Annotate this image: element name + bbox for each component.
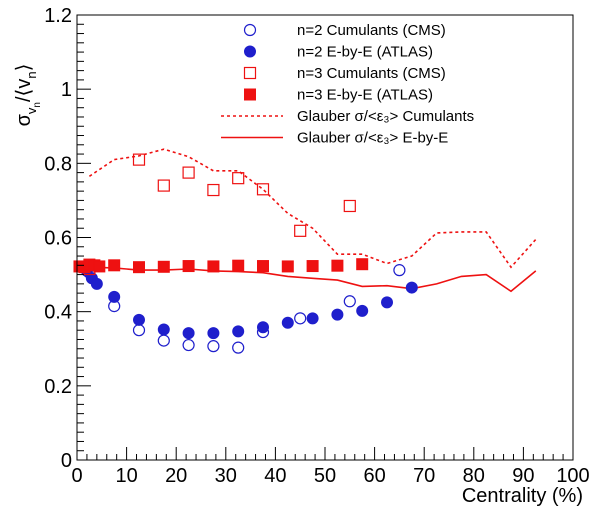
x-tick-label: 20 (165, 465, 187, 487)
series-square-filled (73, 258, 369, 274)
data-point-filled-square (257, 260, 269, 273)
data-point-filled-square (232, 259, 245, 272)
x-tick-label: 30 (215, 465, 237, 487)
data-point-open-circle (232, 341, 245, 354)
data-point-open-circle (182, 338, 195, 352)
plot-area (73, 148, 537, 354)
data-point-filled-square (306, 260, 319, 273)
x-tick-label: 90 (512, 465, 534, 487)
x-tick-label: 80 (463, 465, 485, 487)
data-point-filled-square (244, 88, 256, 101)
data-point-open-square (294, 224, 307, 237)
x-tick-label: 10 (115, 465, 137, 487)
data-point-filled-circle (90, 277, 103, 290)
data-point-filled-circle (232, 325, 245, 338)
data-point-filled-circle (133, 313, 145, 326)
y-tick-label: 1 (61, 79, 72, 101)
glauber-cumulants-line (88, 148, 537, 269)
data-point-open-square (157, 179, 170, 192)
data-point-open-circle (343, 295, 356, 308)
data-point-filled-circle (356, 304, 369, 317)
data-point-filled-circle (207, 327, 220, 340)
data-point-filled-square (133, 261, 145, 274)
legend-label: n=3 E-by-E (ATLAS) (297, 87, 433, 104)
legend-entry: n=2 E-by-E (ATLAS) (244, 44, 433, 61)
data-point-filled-square (93, 260, 106, 273)
legend-entry: Glauber σ/<ε₃> E-by-E (221, 130, 448, 147)
y-tick-label: 1.2 (44, 5, 72, 27)
y-tick-label: 0.8 (44, 153, 72, 175)
data-point-open-square (207, 183, 220, 197)
data-point-filled-circle (306, 312, 319, 325)
data-point-filled-circle (281, 316, 294, 329)
legend-label: Glauber σ/<ε₃> E-by-E (297, 130, 448, 147)
data-point-open-square (343, 199, 356, 213)
y-tick-label: 0.4 (44, 302, 72, 324)
legend-entry: n=3 Cumulants (CMS) (243, 65, 446, 82)
data-point-filled-circle (331, 308, 344, 321)
data-point-filled-square (281, 260, 294, 273)
legend-entry: Glauber σ/<ε₃> Cumulants (221, 108, 474, 125)
data-point-filled-square (182, 260, 195, 273)
data-point-filled-circle (182, 327, 195, 340)
x-tick-label: 40 (264, 465, 286, 487)
x-tick-label: 0 (71, 465, 82, 487)
data-point-open-square (256, 183, 270, 196)
data-point-open-circle (393, 264, 406, 277)
legend-label: n=2 E-by-E (ATLAS) (297, 44, 433, 61)
legend-entry: n=2 Cumulants (CMS) (243, 22, 446, 39)
legend-entry: n=3 E-by-E (ATLAS) (244, 87, 433, 104)
data-point-open-circle (294, 312, 307, 325)
data-point-filled-square (356, 258, 369, 271)
data-point-filled-circle (108, 290, 121, 303)
data-point-filled-circle (244, 45, 256, 58)
y-tick-label: 0 (61, 450, 72, 472)
axes: 0 10 20 30 40 50 60 70 80 90 100 0 0.2 0.4 0.6 0.8 1 1.2 (44, 5, 590, 487)
x-tick-label: 100 (556, 465, 589, 487)
data-point-filled-circle (381, 296, 393, 309)
y-tick-label: 0.6 (44, 228, 72, 250)
data-point-open-square (182, 166, 195, 179)
data-point-open-square (232, 172, 245, 185)
data-point-open-square (132, 153, 146, 166)
data-point-filled-square (331, 259, 344, 272)
data-point-filled-circle (157, 323, 170, 336)
data-point-filled-circle (257, 321, 269, 334)
legend-label: Glauber σ/<ε₃> Cumulants (297, 108, 474, 125)
data-point-open-circle (207, 340, 220, 353)
legend-label: n=3 Cumulants (CMS) (297, 65, 446, 82)
x-tick-label: 60 (363, 465, 385, 487)
x-tick-label: 50 (314, 465, 336, 487)
x-tick-label: 70 (413, 465, 435, 487)
data-point-filled-circle (405, 281, 418, 294)
data-point-open-circle (243, 23, 257, 37)
data-point-filled-square (157, 260, 170, 273)
legend: n=2 Cumulants (CMS) n=2 E-by-E (ATLAS) n=3… (221, 22, 474, 147)
data-point-filled-square (108, 259, 121, 272)
legend-label: n=2 Cumulants (CMS) (297, 22, 446, 39)
data-point-open-square (243, 66, 257, 80)
data-point-filled-square (207, 260, 220, 273)
x-axis-title: Centrality (%) (462, 485, 583, 507)
y-tick-label: 0.2 (44, 376, 72, 398)
